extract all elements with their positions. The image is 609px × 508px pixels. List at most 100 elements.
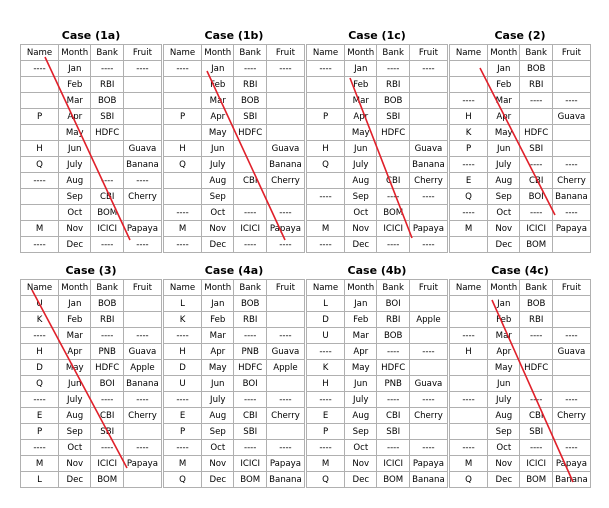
cell-bank xyxy=(233,156,267,173)
table-row: May HDFC xyxy=(448,359,592,376)
cell-month: May xyxy=(201,124,235,141)
cell-month: Mar xyxy=(487,92,521,109)
cell-bank: ---- xyxy=(90,236,124,253)
cell-name: ---- xyxy=(448,327,489,344)
cell-name xyxy=(162,124,203,141)
table-row: ---- July ---- ---- xyxy=(448,156,592,173)
table-row: M Nov ICICI Papaya xyxy=(19,455,163,472)
header-bank: Bank xyxy=(519,279,553,296)
header-month: Month xyxy=(344,44,378,61)
cell-month: Nov xyxy=(344,220,378,237)
cell-bank: BOM xyxy=(90,204,124,221)
cell-month: Feb xyxy=(201,76,235,93)
cell-fruit xyxy=(122,204,163,221)
cell-fruit: Cherry xyxy=(122,407,163,424)
case-table: Name Month Bank Fruit L Jan BOI D Feb RBI Apple U Ma… xyxy=(305,279,449,488)
cell-bank: CBI xyxy=(90,407,124,424)
table-row: Oct BOM xyxy=(19,204,163,221)
cell-fruit xyxy=(408,327,449,344)
cell-month: Aug xyxy=(487,407,521,424)
cell-name: M xyxy=(162,455,203,472)
cell-bank: BOB xyxy=(233,92,267,109)
cell-bank: BOB xyxy=(90,92,124,109)
table-row: K Feb RBI xyxy=(162,311,306,328)
cell-fruit: Apple xyxy=(408,311,449,328)
cell-fruit xyxy=(408,76,449,93)
cell-month: Sep xyxy=(344,188,378,205)
cell-name xyxy=(305,204,346,221)
cell-name: P xyxy=(19,108,60,125)
cell-fruit: ---- xyxy=(265,236,306,253)
cell-bank: BOB xyxy=(519,295,553,312)
cell-name: ---- xyxy=(305,236,346,253)
case-panel-2: Case (2) Name Month Bank Fruit Jan BOB Feb RBI --… xyxy=(448,27,592,253)
cell-bank: BOI xyxy=(376,295,410,312)
cell-bank: HDFC xyxy=(376,124,410,141)
table-row: U Jun BOI xyxy=(162,375,306,392)
cell-name: D xyxy=(305,311,346,328)
cell-month: May xyxy=(58,359,92,376)
cell-month: Dec xyxy=(487,471,521,488)
cell-name xyxy=(448,375,489,392)
cell-bank: ---- xyxy=(519,92,553,109)
header-row: Name Month Bank Fruit xyxy=(305,44,449,61)
cell-bank: CBI xyxy=(376,172,410,189)
cell-bank: CBI xyxy=(90,188,124,205)
cell-name: Q xyxy=(448,188,489,205)
cell-name: M xyxy=(305,455,346,472)
table-row: P Jun SBI xyxy=(448,140,592,157)
cell-month: Dec xyxy=(487,236,521,253)
header-month: Month xyxy=(344,279,378,296)
cell-fruit xyxy=(551,375,592,392)
header-month: Month xyxy=(487,279,521,296)
cell-bank: SBI xyxy=(90,423,124,440)
cell-name: K xyxy=(162,311,203,328)
table-row: ---- Apr ---- ---- xyxy=(305,343,449,360)
cell-month: Dec xyxy=(344,236,378,253)
cell-name: Q xyxy=(305,156,346,173)
cell-month: Nov xyxy=(201,455,235,472)
cell-bank: ---- xyxy=(90,391,124,408)
table-row: ---- Mar ---- ---- xyxy=(448,327,592,344)
table-row: M Nov ICICI Papaya xyxy=(162,455,306,472)
cell-month: Nov xyxy=(58,455,92,472)
case-panel-3: Case (3) Name Month Bank Fruit U Jan BOB K Feb RBI… xyxy=(19,262,163,488)
cell-fruit xyxy=(265,108,306,125)
cell-fruit: ---- xyxy=(408,391,449,408)
cell-fruit xyxy=(551,140,592,157)
cell-name xyxy=(19,188,60,205)
cell-name: ---- xyxy=(162,60,203,77)
cell-bank: ---- xyxy=(90,327,124,344)
cell-fruit: Banana xyxy=(551,188,592,205)
cell-name xyxy=(19,76,60,93)
cell-bank: RBI xyxy=(233,311,267,328)
table-row: ---- July ---- ---- xyxy=(19,391,163,408)
cell-month: Dec xyxy=(201,236,235,253)
cell-month: Aug xyxy=(58,407,92,424)
cell-month: Apr xyxy=(487,343,521,360)
cell-bank: ---- xyxy=(519,327,553,344)
cell-fruit xyxy=(122,423,163,440)
case-title: Case (1a) xyxy=(61,29,121,42)
cell-fruit xyxy=(408,295,449,312)
table-row: E Aug CBI Cherry xyxy=(19,407,163,424)
case-title: Case (1b) xyxy=(204,29,264,42)
cell-bank: CBI xyxy=(233,172,267,189)
cell-fruit xyxy=(122,124,163,141)
cell-month: Apr xyxy=(344,343,378,360)
cell-month: Sep xyxy=(201,423,235,440)
table-row: Feb RBI xyxy=(19,76,163,93)
cell-bank: ICICI xyxy=(233,455,267,472)
table-row: P Apr SBI xyxy=(305,108,449,125)
cell-fruit xyxy=(408,92,449,109)
table-row: Feb RBI xyxy=(448,76,592,93)
cell-month: Jan xyxy=(487,60,521,77)
cell-name: Q xyxy=(162,156,203,173)
cell-bank: RBI xyxy=(233,76,267,93)
cell-month: July xyxy=(487,156,521,173)
cell-month: Mar xyxy=(487,327,521,344)
table-row: H Jun PNB Guava xyxy=(305,375,449,392)
cell-month: Jan xyxy=(201,295,235,312)
cell-fruit: Guava xyxy=(265,343,306,360)
cell-month: Jun xyxy=(201,140,235,157)
